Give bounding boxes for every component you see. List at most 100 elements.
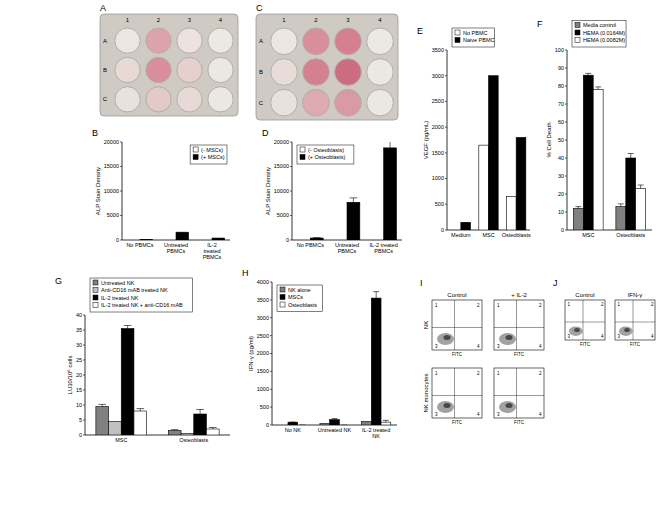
y-tick — [120, 166, 122, 167]
row-label: B — [259, 69, 263, 75]
quadrant-label: 4 — [539, 344, 542, 349]
error-bar — [575, 207, 581, 209]
flow-frame — [615, 300, 655, 340]
bar — [626, 158, 636, 230]
x-tick-label: UntreatedPBMCs — [164, 242, 188, 254]
cell-cloud — [499, 333, 516, 345]
error-stem — [127, 326, 128, 329]
bar — [573, 208, 583, 230]
error-cap — [332, 418, 338, 419]
chart-panel: 0102030405060708090100% Cell DeathMSCOst… — [537, 19, 652, 239]
column-label: 4 — [219, 17, 223, 23]
quadrant-label: 1 — [567, 302, 570, 307]
bar — [168, 431, 181, 436]
y-tick-label: 100 — [555, 47, 564, 53]
y-tick-label: 5000 — [107, 212, 119, 218]
y-axis-title: ALP Stain Density — [265, 167, 271, 215]
bar — [212, 238, 225, 240]
legend-label: Media control — [583, 22, 616, 28]
x-tick-label: IL-2 treatedNK — [362, 427, 390, 439]
legend-label: (+ MSCs) — [201, 154, 225, 160]
bar — [330, 420, 340, 425]
error-bar — [628, 154, 634, 159]
legend-box — [277, 285, 322, 312]
y-tick-label: 10 — [76, 402, 82, 408]
quadrant-label: 1 — [435, 303, 438, 308]
column-label: 3 — [188, 17, 192, 23]
legend: NK aloneMSCsOsteoblasts — [277, 285, 322, 312]
column-title: Control — [447, 292, 466, 298]
bar — [109, 422, 122, 436]
y-tick-label: 500 — [435, 201, 444, 207]
y-tick — [290, 191, 292, 192]
y-tick — [445, 230, 447, 231]
cell-cloud-core — [574, 328, 580, 332]
y-tick — [270, 335, 272, 336]
y-tick-label: 2000 — [432, 124, 444, 130]
y-tick-label: 20000 — [274, 139, 289, 145]
y-tick — [120, 240, 122, 241]
x-tick-label: Osteoblasts — [502, 232, 531, 238]
x-axis-title: FITC — [452, 420, 463, 425]
y-tick — [83, 420, 85, 421]
legend: Untreated NKAnti-CD16 mAB treated NKIL-2… — [90, 278, 193, 312]
y-tick — [270, 407, 272, 408]
legend-label: HEMA (0.0164M) — [583, 30, 625, 36]
error-bar — [638, 185, 644, 189]
error-stem — [620, 204, 621, 207]
y-tick-label: 3500 — [257, 297, 269, 303]
y-tick — [290, 240, 292, 241]
y-tick — [565, 104, 567, 105]
error-bar — [350, 198, 358, 202]
x-tick-label: Osteoblasts — [616, 232, 645, 238]
y-tick-label: 90 — [558, 65, 564, 71]
error-cap — [383, 420, 389, 421]
plate-panel: A1234ABC — [100, 3, 238, 116]
flow-frame — [494, 300, 544, 350]
error-cap — [171, 429, 179, 430]
quadrant-label: 4 — [539, 412, 542, 417]
error-cap — [595, 86, 601, 87]
bar — [371, 240, 384, 241]
legend-swatch — [280, 295, 285, 300]
cell-cloud — [619, 326, 633, 336]
y-tick-label: 2500 — [432, 98, 444, 104]
legend-label: MSCs — [288, 294, 303, 300]
row-label: A — [103, 38, 107, 44]
well — [335, 28, 362, 55]
well — [177, 28, 202, 53]
x-axis-title: FITC — [580, 342, 591, 347]
y-tick-label: 35 — [76, 327, 82, 333]
legend-label: IL-2 treated NK — [101, 295, 139, 301]
row-label: C — [103, 96, 108, 102]
flow-panel: IControl+ IL-2NK1234FITC1234FITCNK monoc… — [420, 278, 544, 425]
cell-cloud — [569, 326, 583, 336]
error-stem — [630, 154, 631, 159]
y-tick-label: 25 — [76, 357, 82, 363]
y-tick — [270, 425, 272, 426]
quadrant-line — [494, 327, 544, 328]
flow-panel: JControlIFN-γ1234FITC1234FITC — [553, 278, 655, 347]
legend-swatch — [93, 295, 98, 300]
cell-cloud-core — [624, 328, 630, 332]
panel-letter: I — [420, 278, 423, 288]
cell-cloud-core — [444, 403, 451, 408]
legend-swatch — [575, 23, 580, 28]
y-tick-label: 5000 — [277, 212, 289, 218]
x-tick-label: IL-2treatedPBMCs — [203, 242, 222, 260]
bar — [362, 421, 372, 425]
bar — [278, 425, 288, 426]
flow-frame — [565, 300, 605, 340]
bar — [451, 230, 461, 231]
bars — [461, 76, 526, 230]
error-bar — [300, 425, 306, 426]
panel-letter: G — [55, 276, 62, 286]
y-tick-label: 0 — [79, 432, 82, 438]
well — [208, 57, 233, 82]
error-cap — [313, 237, 321, 238]
bar — [516, 137, 526, 230]
y-tick — [83, 360, 85, 361]
y-tick-label: 5 — [79, 417, 82, 423]
legend-box — [297, 145, 354, 164]
legend-swatch — [300, 147, 305, 152]
